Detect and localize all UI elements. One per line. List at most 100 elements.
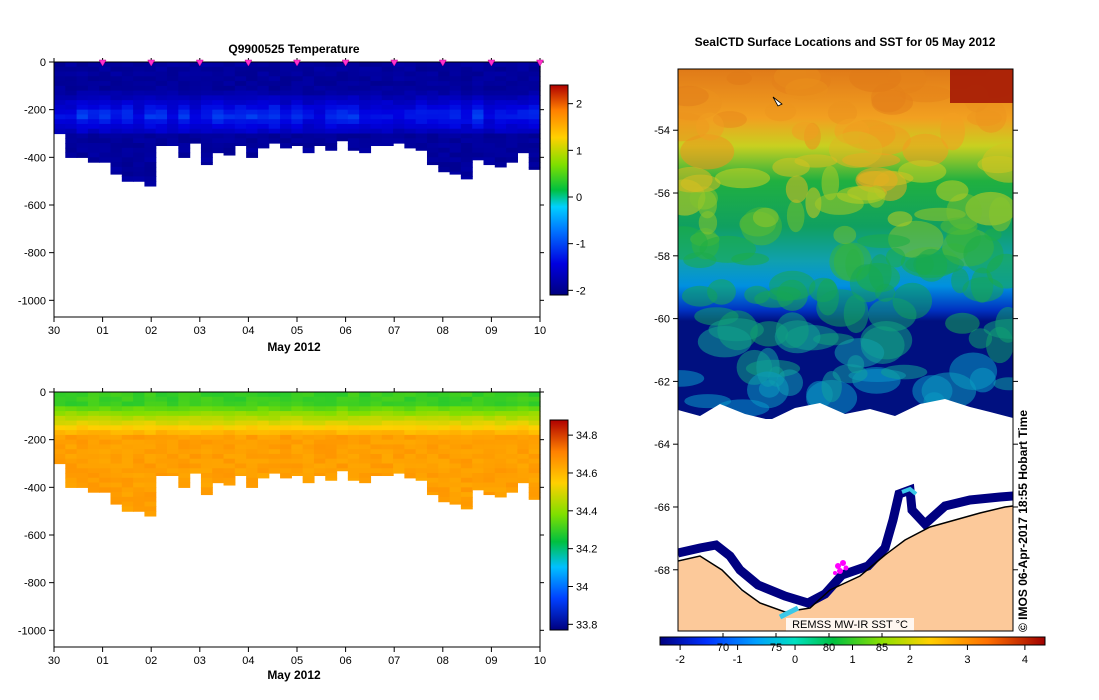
profile-cell [381,104,394,111]
profile-cell [54,109,66,116]
profile-cell [200,90,213,96]
profile-cell [167,430,179,436]
profile-cell [54,81,66,87]
profile-cell [99,143,112,149]
profile-cell [144,162,157,168]
profile-cell [426,71,439,77]
profile-cell [359,143,372,149]
profile-cell [65,420,78,426]
profile-cell [121,76,134,82]
profile-cell [291,123,304,130]
profile-cell [178,71,191,77]
profile-cell [291,114,304,120]
profile-cell [426,85,439,92]
profile-cell [506,104,518,111]
profile-cell [460,71,473,77]
profile-cell [472,123,485,130]
profile-cell [404,76,417,82]
profile-cell [212,71,225,77]
sst-patch [888,220,944,258]
profile-cell [257,458,270,465]
profile-cell [291,434,304,441]
profile-cell [212,458,225,465]
profile-cell [133,477,146,484]
profile-cell [234,66,247,73]
lat-tick-label: -58 [654,251,670,263]
profile-cell [460,473,473,479]
profile-cell [483,128,496,135]
profile-cell [121,147,134,154]
profile-cell [506,81,518,87]
profile-cell [483,434,496,441]
profile-cell [144,100,157,106]
profile-cell [65,85,78,92]
profile-cell [144,181,157,187]
profile-cell [460,477,473,484]
profile-cell [415,138,428,144]
profile-cell [449,439,462,446]
profile-cell [99,420,112,426]
profile-cell [234,100,247,106]
profile-cell [87,449,100,455]
profile-cell [121,85,134,92]
profile-cell [415,123,428,130]
profile-cell [99,109,112,116]
profile-cell [347,420,360,426]
profile-cell [494,487,507,493]
profile-cell [54,415,66,422]
profile-cell [381,392,394,398]
profile-cell [110,468,123,474]
profile-cell [313,420,326,426]
profile-cell [212,81,225,87]
profile-cell [189,458,202,465]
profile-cell [110,166,123,173]
x-tick-label: 05 [291,655,303,667]
profile-cell [449,415,462,422]
profile-cell [426,392,439,398]
profile-cell [313,434,326,441]
profile-cell [189,128,202,135]
profile-cell [268,133,281,139]
sst-texture [678,69,1013,417]
profile-cell [87,147,100,154]
profile-cell [178,95,191,101]
profile-cell [234,119,247,125]
profile-cell [268,123,281,130]
profile-cell [506,415,518,422]
profile-cell [121,420,134,426]
profile-cell [99,392,112,398]
profile-cell [280,62,292,68]
profile-cell [370,411,383,417]
profile-cell [87,66,100,73]
profile-cell [472,406,485,412]
profile-cell [302,406,315,412]
profile-cell [404,128,417,135]
profile-marker [195,59,204,67]
sst-patch [678,370,705,387]
profile-cell [494,401,507,407]
profile-cell [87,392,100,398]
profile-cell [472,128,485,135]
profile-cell [302,114,315,120]
profile-cell [133,71,146,77]
profile-cell [212,477,225,484]
profile-cell [178,133,191,139]
profile-cell [336,66,349,73]
profile-cell [426,157,439,163]
profile-cell [517,90,530,96]
profile-cell [494,444,507,450]
profile-cell [133,95,146,101]
profile-cell [54,401,66,407]
temperature-colorbar [549,84,569,296]
profile-cell [483,425,496,431]
profile-cell [336,62,349,68]
profile-cell [393,138,405,144]
profile-cell [268,128,281,135]
profile-cell [483,463,496,469]
sst-patch [791,122,819,141]
profile-cell [528,152,541,158]
profile-cell [133,487,146,493]
profile-cell [246,444,259,450]
profile-cell [381,415,394,422]
profile-cell [65,463,78,469]
